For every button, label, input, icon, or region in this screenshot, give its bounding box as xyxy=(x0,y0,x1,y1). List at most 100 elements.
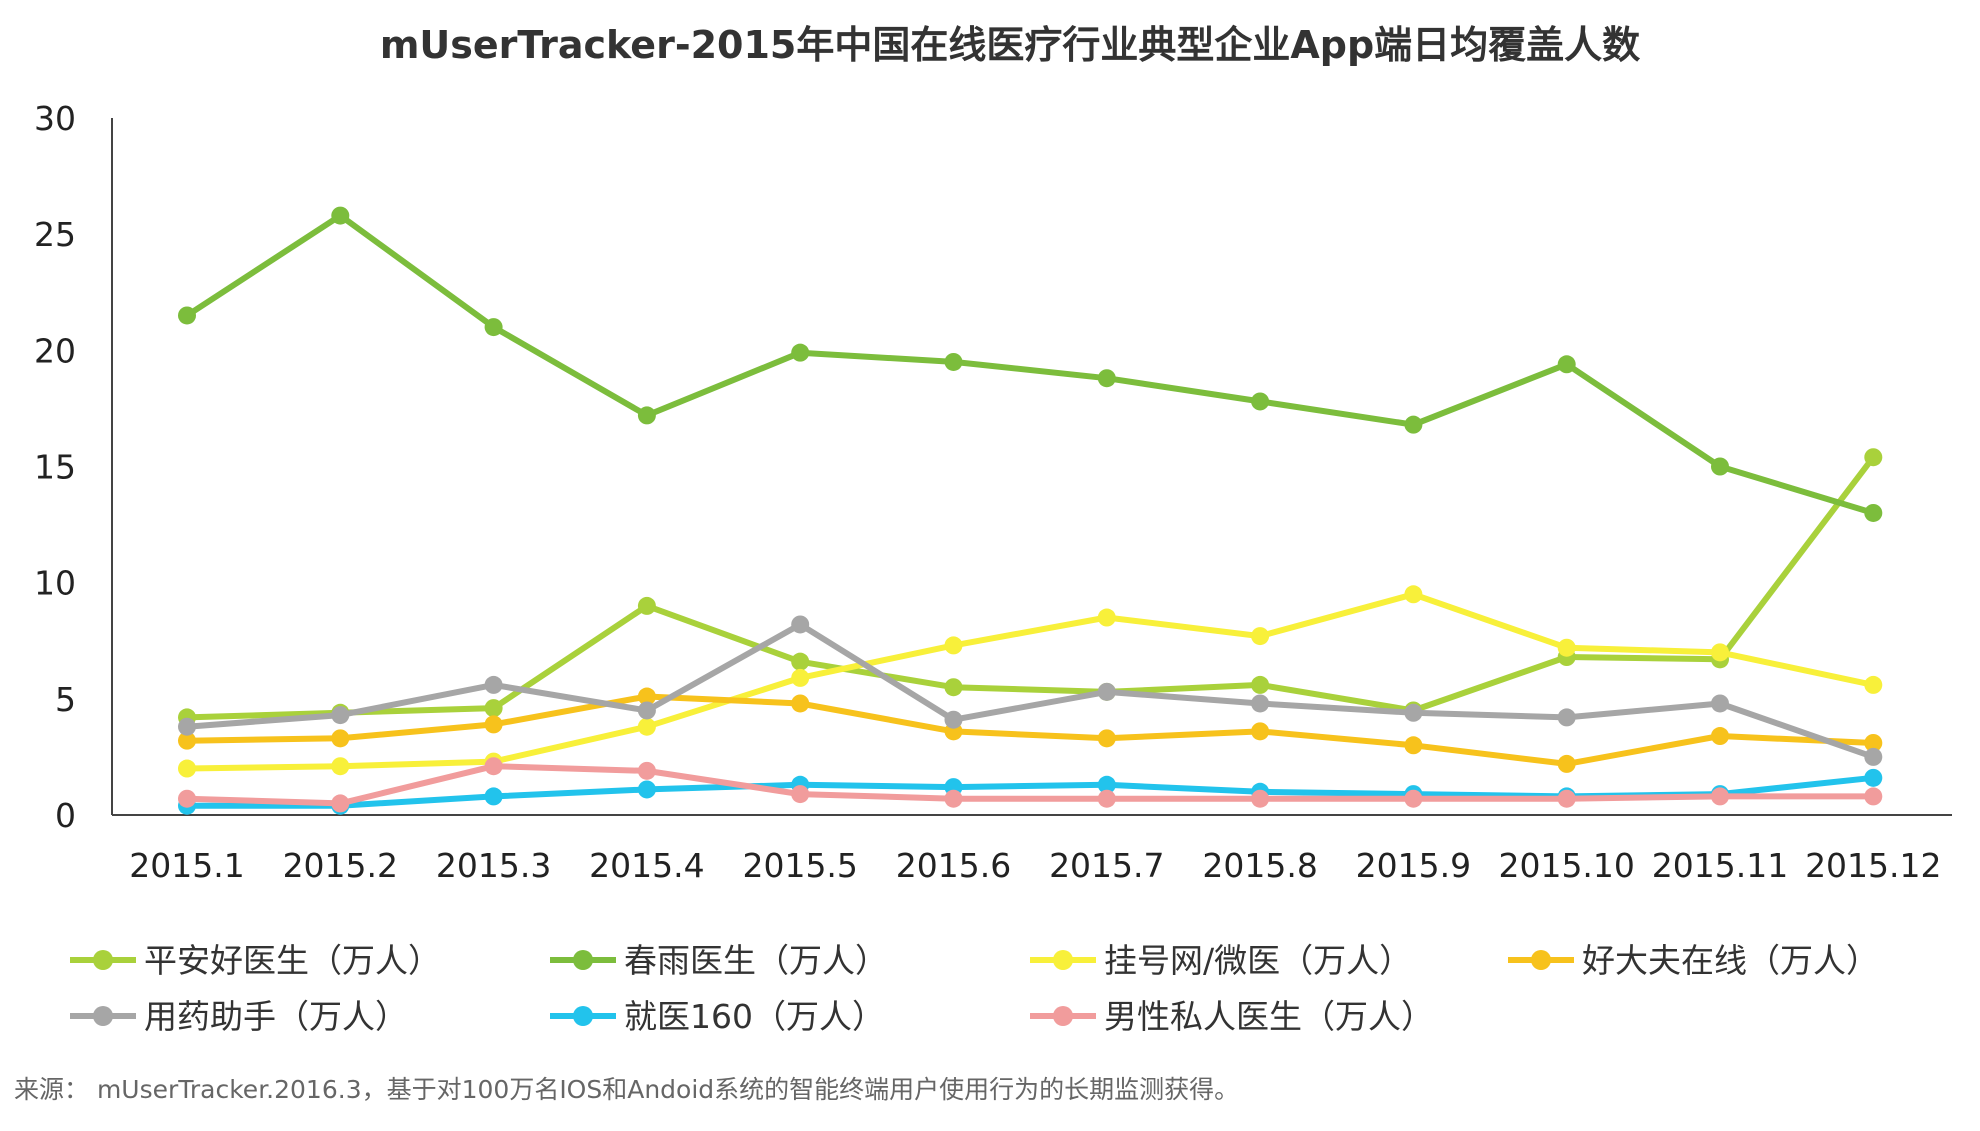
data-point xyxy=(1404,703,1423,722)
data-point xyxy=(331,729,350,748)
data-point xyxy=(1251,392,1270,411)
data-point xyxy=(1404,736,1423,755)
legend-marker xyxy=(573,1006,593,1026)
data-point xyxy=(944,710,963,729)
x-tick-label: 2015.10 xyxy=(1498,846,1634,885)
legend-label: 就医160（万人） xyxy=(624,997,885,1036)
legend-item: 挂号网/微医（万人） xyxy=(1030,941,1412,980)
data-point xyxy=(791,785,810,804)
data-point xyxy=(1711,457,1729,476)
data-point xyxy=(484,675,503,694)
source-note: 来源： mUserTracker.2016.3，基于对100万名IOS和Ando… xyxy=(14,1075,1239,1104)
data-point xyxy=(1404,415,1423,434)
legend-item: 用药助手（万人） xyxy=(70,997,408,1036)
data-point xyxy=(1711,643,1729,662)
data-point xyxy=(791,694,810,713)
data-point xyxy=(484,715,503,734)
x-tick-label: 2015.3 xyxy=(436,846,551,885)
data-point xyxy=(637,406,656,425)
y-tick-label: 5 xyxy=(55,680,76,719)
data-point xyxy=(1864,503,1883,522)
data-point xyxy=(1404,585,1423,604)
data-point xyxy=(1097,729,1116,748)
series-line xyxy=(184,454,1877,721)
data-point xyxy=(1864,733,1883,752)
data-point xyxy=(331,206,350,225)
legend-marker xyxy=(1531,950,1551,970)
legend-label: 好大夫在线（万人） xyxy=(1582,941,1879,980)
x-tick-label: 2015.4 xyxy=(589,846,704,885)
data-point xyxy=(1097,775,1116,794)
legend-item: 好大夫在线（万人） xyxy=(1508,941,1879,980)
data-point xyxy=(791,343,810,362)
legend-item: 平安好医生（万人） xyxy=(70,941,441,980)
data-point xyxy=(1864,448,1883,467)
data-point xyxy=(1097,608,1116,627)
data-point xyxy=(1864,747,1883,766)
y-tick-label: 0 xyxy=(55,796,76,835)
data-point xyxy=(944,636,963,655)
series-2 xyxy=(178,206,1883,522)
data-point xyxy=(484,787,503,806)
data-point xyxy=(178,731,196,750)
x-tick-label: 2015.8 xyxy=(1202,846,1317,885)
x-tick-label: 2015.7 xyxy=(1049,846,1164,885)
data-point xyxy=(1097,682,1116,701)
data-point xyxy=(944,789,963,808)
legend-label: 春雨医生（万人） xyxy=(624,941,888,980)
legend-label: 平安好医生（万人） xyxy=(144,941,441,980)
x-tick-label: 2015.1 xyxy=(129,846,244,885)
data-point xyxy=(1557,355,1576,374)
data-point xyxy=(1251,722,1270,741)
data-point xyxy=(637,780,656,799)
data-point xyxy=(178,789,196,808)
data-point xyxy=(1864,787,1883,806)
legend-marker xyxy=(93,1006,113,1026)
data-point xyxy=(1251,694,1270,713)
legend-marker xyxy=(573,950,593,970)
data-point xyxy=(484,757,503,776)
series-4 xyxy=(178,687,1883,773)
series-line xyxy=(184,212,1877,516)
data-point xyxy=(178,717,196,736)
x-tick-label: 2015.12 xyxy=(1805,846,1941,885)
x-tick-label: 2015.11 xyxy=(1652,846,1788,885)
data-point xyxy=(1251,675,1270,694)
data-point xyxy=(1711,694,1729,713)
data-point xyxy=(178,306,196,325)
series-line xyxy=(184,763,1877,807)
y-tick-label: 10 xyxy=(34,564,76,603)
legend-item: 就医160（万人） xyxy=(550,997,885,1036)
legend-label: 挂号网/微医（万人） xyxy=(1104,941,1412,980)
x-tick-label: 2015.9 xyxy=(1356,846,1471,885)
chart-title: mUserTracker-2015年中国在线医疗行业典型企业App端日均覆盖人数 xyxy=(380,23,1640,67)
series-6 xyxy=(178,768,1883,815)
legend-marker xyxy=(1053,1006,1073,1026)
legend-marker xyxy=(93,950,113,970)
data-point xyxy=(1864,768,1883,787)
legend-marker xyxy=(1053,950,1073,970)
data-point xyxy=(1251,789,1270,808)
data-point xyxy=(637,596,656,615)
data-point xyxy=(944,678,963,697)
data-point xyxy=(637,701,656,720)
data-point xyxy=(791,652,810,671)
series-line xyxy=(184,621,1877,760)
data-point xyxy=(331,757,350,776)
data-point xyxy=(637,717,656,736)
series-3 xyxy=(178,585,1883,778)
x-tick-label: 2015.5 xyxy=(742,846,857,885)
series-5 xyxy=(178,615,1883,766)
y-tick-label: 20 xyxy=(34,331,76,370)
data-point xyxy=(484,318,503,337)
legend-label: 男性私人医生（万人） xyxy=(1104,997,1434,1036)
data-point xyxy=(791,668,810,687)
axes: 0 5 10 15 20 25 30 2015.1 2015.2 2015.3 2015.4 2015… xyxy=(34,99,1952,885)
legend-label: 用药助手（万人） xyxy=(144,997,408,1036)
data-point xyxy=(1097,789,1116,808)
data-point xyxy=(791,615,810,634)
data-point xyxy=(1557,789,1576,808)
data-point xyxy=(1557,708,1576,727)
